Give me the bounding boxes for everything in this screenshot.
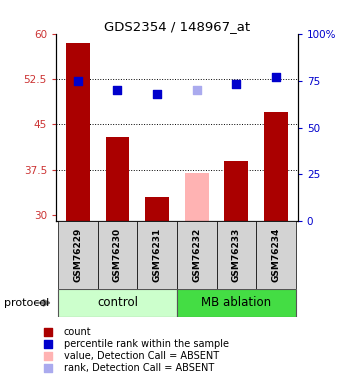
Text: GSM76231: GSM76231 [153, 228, 162, 282]
Point [154, 91, 160, 97]
Bar [145, 197, 169, 221]
Bar [225, 161, 248, 221]
Bar [58, 289, 177, 317]
Point [45, 340, 51, 346]
Point [194, 87, 200, 93]
Point [234, 81, 239, 87]
Text: percentile rank within the sample: percentile rank within the sample [64, 339, 229, 349]
Text: count: count [64, 327, 92, 337]
Bar [185, 173, 209, 221]
Bar [97, 221, 137, 289]
Point [273, 74, 279, 80]
Bar [58, 221, 97, 289]
Bar [217, 221, 256, 289]
Text: GSM76234: GSM76234 [271, 228, 280, 282]
Bar [177, 221, 217, 289]
Point [75, 78, 81, 84]
Text: protocol: protocol [4, 298, 49, 308]
Point [114, 87, 120, 93]
Text: GSM76229: GSM76229 [73, 228, 82, 282]
Text: GSM76233: GSM76233 [232, 228, 241, 282]
Text: value, Detection Call = ABSENT: value, Detection Call = ABSENT [64, 351, 219, 361]
Bar [105, 136, 129, 221]
Text: GSM76232: GSM76232 [192, 228, 201, 282]
Point [45, 353, 51, 359]
Bar [177, 289, 296, 317]
Bar [256, 221, 296, 289]
Bar [66, 43, 90, 221]
Text: GSM76230: GSM76230 [113, 228, 122, 282]
Text: control: control [97, 296, 138, 309]
Point [45, 329, 51, 335]
Bar [264, 112, 288, 221]
Point [45, 365, 51, 371]
Text: rank, Detection Call = ABSENT: rank, Detection Call = ABSENT [64, 363, 214, 374]
Bar [137, 221, 177, 289]
Title: GDS2354 / 148967_at: GDS2354 / 148967_at [104, 20, 250, 33]
Text: MB ablation: MB ablation [201, 296, 271, 309]
